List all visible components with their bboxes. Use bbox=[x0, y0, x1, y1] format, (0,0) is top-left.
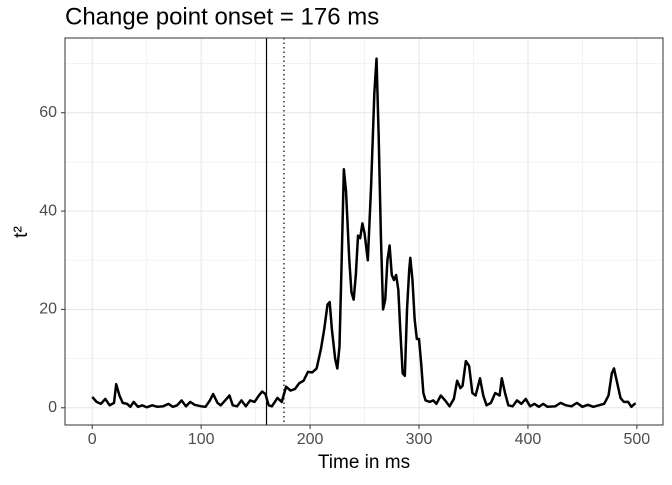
y-tick-label: 60 bbox=[39, 104, 57, 121]
x-tick-label: 200 bbox=[297, 431, 324, 448]
y-tick-label: 20 bbox=[39, 301, 57, 318]
x-tick-label: 400 bbox=[515, 431, 542, 448]
x-tick-label: 300 bbox=[406, 431, 433, 448]
plot-border bbox=[64, 37, 664, 426]
x-axis-label: Time in ms bbox=[318, 452, 410, 473]
y-axis-label: t² bbox=[11, 226, 32, 238]
x-tick-label: 0 bbox=[88, 431, 97, 448]
y-tick-label: 0 bbox=[48, 399, 57, 416]
y-tick-label: 40 bbox=[39, 202, 57, 219]
x-tick-label: 500 bbox=[624, 431, 651, 448]
data-line bbox=[91, 57, 636, 409]
x-tick-label: 100 bbox=[188, 431, 215, 448]
chart-title: Change point onset = 176 ms bbox=[65, 3, 379, 30]
